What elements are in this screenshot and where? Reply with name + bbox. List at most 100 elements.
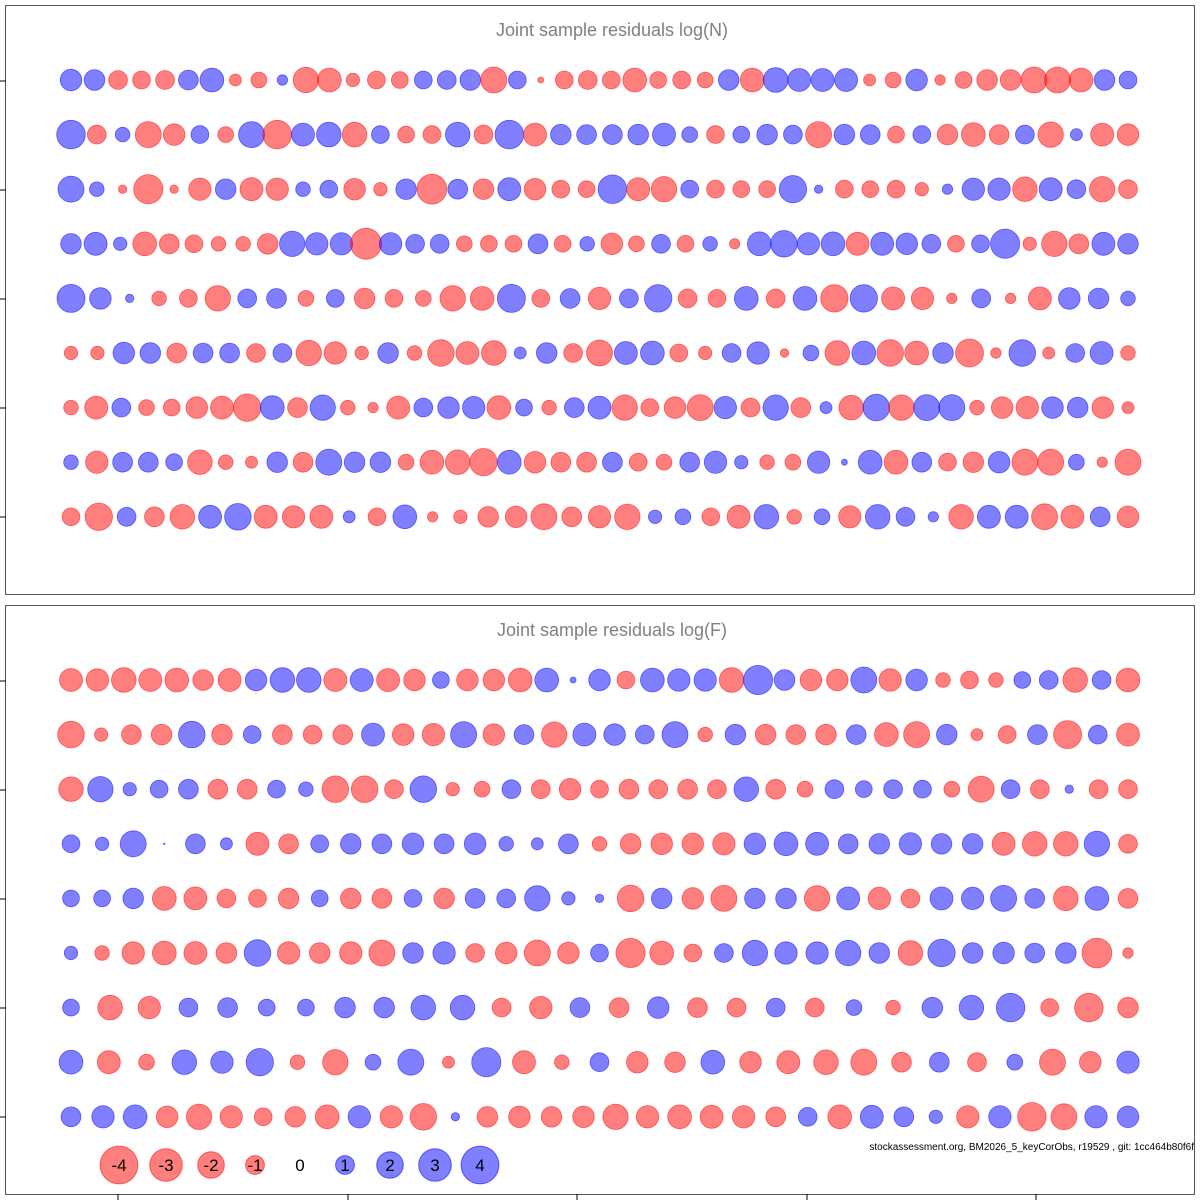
residual-bubble <box>305 232 329 256</box>
residual-bubble <box>661 721 689 748</box>
residual-bubble <box>693 668 717 692</box>
residual-bubble <box>649 940 674 966</box>
residual-bubble <box>480 66 508 94</box>
residual-bubble <box>1114 448 1142 476</box>
residual-bubble <box>1027 724 1048 745</box>
residual-bubble <box>445 782 460 797</box>
residual-bubble <box>482 668 506 692</box>
residual-bubble <box>97 994 123 1021</box>
legend-label: -1 <box>247 1156 262 1175</box>
residual-bubble <box>1013 671 1032 689</box>
residual-bubble <box>350 775 379 803</box>
residual-bubble <box>813 508 831 526</box>
residual-bubble <box>95 836 110 851</box>
residual-bubble <box>386 395 411 420</box>
residual-bubble <box>192 342 214 364</box>
residual-bubble <box>1062 667 1088 693</box>
residual-bubble <box>323 341 347 365</box>
residual-bubble <box>239 177 264 202</box>
residual-bubble <box>316 121 342 148</box>
residual-bubble <box>84 502 113 531</box>
residual-bubble <box>912 125 932 144</box>
residual-bubble <box>969 399 985 416</box>
residual-bubble <box>765 778 786 800</box>
residual-bubble <box>276 74 288 86</box>
residual-bubble <box>163 842 166 846</box>
residual-bubble <box>1089 341 1114 365</box>
residual-bubble <box>373 996 395 1019</box>
residual-bubble <box>644 284 673 313</box>
residual-bubble <box>587 286 612 310</box>
residual-bubble <box>1116 722 1140 747</box>
panel-2-y-ticks <box>0 680 6 1118</box>
residual-bubble <box>904 340 929 366</box>
residual-bubble <box>188 177 212 201</box>
residual-bubble <box>94 727 109 742</box>
residual-bubble <box>59 68 83 92</box>
residual-bubble <box>859 1104 884 1129</box>
residual-bubble <box>577 70 598 90</box>
residual-bubble <box>507 70 527 90</box>
residual-bubble <box>309 394 336 421</box>
residual-bubble <box>405 234 425 254</box>
residual-bubble <box>433 887 455 910</box>
residual-bubble <box>850 666 878 694</box>
residual-bubble <box>910 286 935 310</box>
residual-bubble <box>523 122 547 147</box>
residual-bubble <box>186 1103 213 1130</box>
residual-bubble <box>501 779 522 799</box>
residual-bubble <box>714 943 734 963</box>
residual-bubble <box>242 725 262 744</box>
residual-bubble <box>1031 503 1058 531</box>
residual-bubble <box>868 942 891 964</box>
residual-bubble <box>1050 1103 1078 1131</box>
residual-bubble <box>726 997 747 1018</box>
residual-bubble <box>257 233 279 255</box>
residual-bubble <box>122 887 144 910</box>
residual-bubble <box>1122 947 1134 959</box>
residual-bubble <box>600 232 624 256</box>
residual-bubble <box>139 342 162 364</box>
residual-bubble <box>778 175 808 204</box>
residual-bubble <box>392 504 418 530</box>
residual-bubble <box>529 995 553 1020</box>
residual-bubble <box>1118 779 1138 799</box>
residual-bubble <box>683 943 703 963</box>
residual-bubble <box>561 891 576 906</box>
residual-bubble <box>927 938 956 968</box>
residual-bubble <box>1087 287 1110 310</box>
residual-bubble <box>125 293 135 303</box>
residual-bubble <box>1118 179 1138 200</box>
residual-bubble <box>183 941 208 965</box>
residual-bubble <box>928 1051 950 1073</box>
residual-bubble <box>178 69 199 91</box>
residual-bubble <box>406 345 423 361</box>
residual-bubble <box>534 667 559 693</box>
residual-bubble <box>367 507 387 527</box>
residual-bubble <box>422 125 442 144</box>
residual-bubble <box>841 458 848 466</box>
residual-bubble <box>954 71 973 89</box>
residual-bubble <box>416 173 448 205</box>
residual-bubble <box>314 1104 340 1130</box>
residual-bubble <box>296 667 322 693</box>
residual-bubble <box>84 395 109 420</box>
legend-label: 4 <box>475 1156 484 1175</box>
residual-bubble <box>436 70 457 90</box>
residual-bubble <box>113 236 128 251</box>
residual-bubble <box>970 728 984 741</box>
residual-bubble <box>921 996 944 1019</box>
residual-bubble <box>960 122 986 147</box>
residual-bubble <box>179 289 198 308</box>
residual-bubble <box>513 346 527 360</box>
residual-bubble <box>453 509 468 524</box>
residual-bubble <box>1017 1102 1047 1132</box>
legend-bubble <box>99 1145 139 1185</box>
residual-bubble <box>292 66 319 94</box>
residual-bubble <box>706 179 725 199</box>
residual-bubble <box>237 288 258 309</box>
residual-bubble <box>190 125 210 144</box>
residual-bubble <box>112 451 133 473</box>
residual-bubble <box>116 506 137 527</box>
residual-bubble <box>504 505 528 529</box>
